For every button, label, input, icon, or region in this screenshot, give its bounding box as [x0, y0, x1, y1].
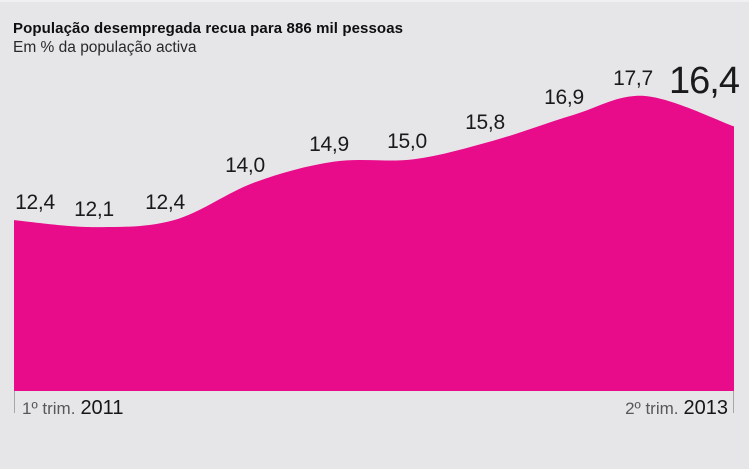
data-label: 12,4 — [15, 191, 55, 215]
x-axis-period-start: 1º trim. — [22, 399, 76, 418]
x-axis-year-start: 2011 — [80, 397, 124, 419]
x-axis-tick-end — [733, 391, 734, 413]
chart-title: População desempregada recua para 886 mi… — [13, 20, 404, 37]
x-axis-label-end: 2º trim. 2013 — [625, 397, 728, 420]
data-label: 15,8 — [465, 111, 505, 135]
data-label: 17,7 — [613, 66, 653, 90]
unemployment-area-path — [14, 95, 734, 392]
data-label-latest: 16,4 — [669, 60, 740, 103]
x-axis-tick-start — [14, 391, 15, 413]
data-label: 14,0 — [225, 153, 265, 177]
data-label: 16,9 — [544, 85, 584, 109]
chart-header: População desempregada recua para 886 mi… — [13, 21, 403, 56]
data-label: 14,9 — [309, 132, 349, 156]
data-label: 15,0 — [387, 130, 427, 154]
data-label: 12,1 — [74, 198, 114, 222]
data-label: 12,4 — [145, 191, 185, 215]
x-axis-label-start: 1º trim. 2011 — [22, 397, 123, 420]
x-axis-period-end: 2º trim. — [625, 399, 679, 418]
x-axis-year-end: 2013 — [683, 397, 729, 419]
chart-subtitle: Em % da população activa — [13, 39, 197, 56]
top-edge-highlight — [0, 0, 749, 2]
